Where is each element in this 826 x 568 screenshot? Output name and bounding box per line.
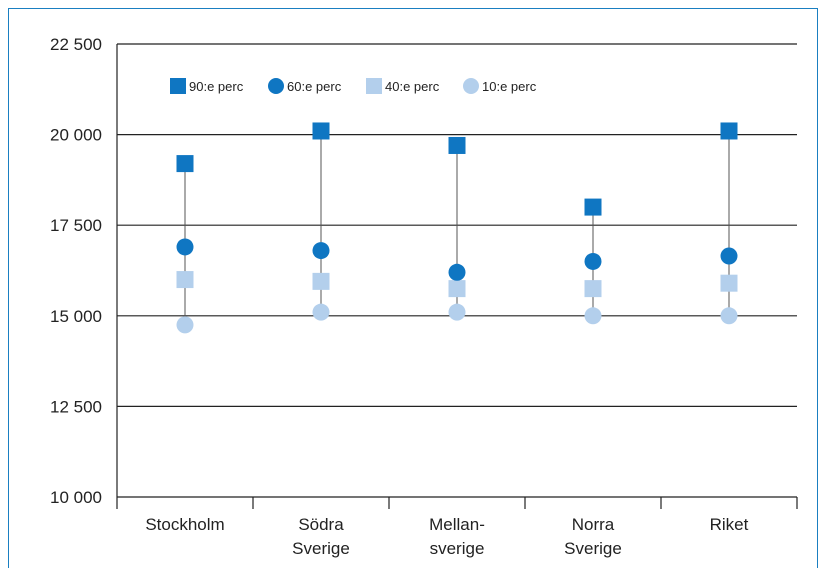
marker-10-e-perc xyxy=(448,303,466,321)
marker-90-e-perc xyxy=(176,155,194,173)
marker-40-e-perc xyxy=(584,280,602,298)
y-tick-label: 17 500 xyxy=(50,216,102,235)
legend-label: 40:e perc xyxy=(385,79,440,94)
legend-label: 60:e perc xyxy=(287,79,342,94)
x-tick-label: Stockholm xyxy=(145,515,224,534)
marker-40-e-perc xyxy=(312,272,330,290)
legend-swatch xyxy=(268,78,284,94)
data-markers xyxy=(176,122,738,334)
marker-40-e-perc xyxy=(720,274,738,292)
legend-swatch xyxy=(366,78,382,94)
y-tick-label: 10 000 xyxy=(50,488,102,507)
marker-90-e-perc xyxy=(448,136,466,154)
marker-10-e-perc xyxy=(176,316,194,334)
chart-frame xyxy=(8,8,818,568)
y-tick-labels: 10 000 12 500 15 000 17 500 20 000 22 500 xyxy=(50,35,102,507)
legend-label: 10:e perc xyxy=(482,79,537,94)
marker-90-e-perc xyxy=(312,122,330,140)
marker-40-e-perc xyxy=(176,271,194,289)
marker-10-e-perc xyxy=(720,307,738,325)
y-tick-label: 22 500 xyxy=(50,35,102,54)
marker-10-e-perc xyxy=(584,307,602,325)
marker-60-e-perc xyxy=(312,242,330,260)
legend: 90:e perc 60:e perc 40:e perc 10:e perc xyxy=(170,78,537,94)
marker-60-e-perc xyxy=(584,252,602,270)
marker-90-e-perc xyxy=(720,122,738,140)
axes xyxy=(116,44,798,509)
marker-10-e-perc xyxy=(312,303,330,321)
x-tick-label: Riket xyxy=(710,515,749,534)
x-tick-label: Norra Sverige xyxy=(564,515,622,558)
x-tick-label: Mellan-sverige xyxy=(429,515,485,558)
marker-60-e-perc xyxy=(720,247,738,265)
legend-swatch xyxy=(170,78,186,94)
marker-60-e-perc xyxy=(176,238,194,256)
x-tick-labels: Stockholm Södra Sverige Mellan-sverige Norra… xyxy=(145,515,748,558)
y-tick-label: 15 000 xyxy=(50,307,102,326)
marker-40-e-perc xyxy=(448,280,466,298)
x-tick-label: Södra Sverige xyxy=(292,515,350,558)
marker-60-e-perc xyxy=(448,263,466,281)
legend-label: 90:e perc xyxy=(189,79,244,94)
marker-90-e-perc xyxy=(584,198,602,216)
y-tick-label: 20 000 xyxy=(50,126,102,145)
y-tick-label: 12 500 xyxy=(50,397,102,416)
legend-swatch xyxy=(463,78,479,94)
